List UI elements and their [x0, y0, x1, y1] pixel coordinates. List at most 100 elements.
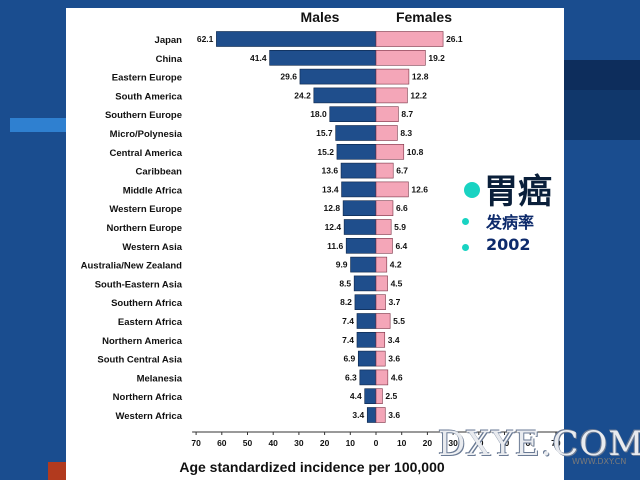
- x-tick-label: 20: [320, 438, 330, 448]
- bar-male: [357, 350, 377, 367]
- bar-female: [375, 275, 388, 292]
- item-bullet-icon: [462, 218, 469, 225]
- data-label-male: 4.4: [350, 391, 362, 401]
- data-label-female: 2.5: [385, 391, 397, 401]
- x-tick-label: 20: [423, 438, 433, 448]
- data-label-female: 10.8: [407, 147, 424, 157]
- data-label-female: 5.9: [394, 222, 406, 232]
- category-label: Northern America: [102, 336, 183, 347]
- side-item-incidence: 发病率: [486, 213, 535, 232]
- side-title: 胃癌: [484, 172, 552, 212]
- category-label: Australia/New Zealand: [81, 261, 183, 272]
- x-tick-label: 40: [268, 438, 278, 448]
- data-label-male: 15.2: [317, 147, 334, 157]
- data-label-female: 4.6: [391, 372, 403, 382]
- category-label: Eastern Europe: [112, 73, 182, 84]
- side-panel: 胃癌 发病率 2002: [458, 164, 578, 274]
- data-label-male: 3.4: [352, 410, 364, 420]
- data-label-female: 12.6: [411, 184, 428, 194]
- watermark: DXYE.COM: [438, 424, 640, 464]
- bar-female: [375, 388, 383, 405]
- bar-male: [343, 219, 377, 235]
- title-bullet-icon: [464, 182, 480, 198]
- category-label: Melanesia: [137, 373, 183, 384]
- category-label: Eastern Africa: [118, 317, 183, 328]
- data-label-female: 4.2: [390, 260, 402, 270]
- data-label-female: 3.6: [388, 354, 400, 364]
- bar-male: [336, 144, 377, 160]
- legend-males: Males: [301, 9, 340, 25]
- category-label: Central America: [109, 148, 182, 159]
- data-label-female: 6.6: [396, 203, 408, 213]
- data-label-male: 7.4: [342, 316, 354, 326]
- x-tick-label: 50: [243, 438, 253, 448]
- data-label-male: 29.6: [280, 72, 297, 82]
- category-label: Northern Europe: [107, 223, 182, 234]
- data-label-male: 12.4: [325, 222, 342, 232]
- item-bullet-icon: [462, 244, 469, 251]
- bar-male: [366, 407, 377, 423]
- bar-female: [375, 31, 444, 47]
- data-label-male: 13.4: [322, 184, 339, 194]
- data-label-female: 3.4: [388, 335, 400, 345]
- x-tick-label: 10: [397, 438, 407, 448]
- side-item-year: 2002: [486, 235, 531, 254]
- data-label-male: 7.4: [342, 335, 354, 345]
- data-label-male: 12.8: [324, 203, 341, 213]
- bar-female: [375, 331, 386, 348]
- bar-female: [375, 407, 386, 423]
- bar-female: [375, 106, 399, 122]
- x-tick-label: 30: [294, 438, 304, 448]
- data-label-male: 6.3: [345, 372, 357, 382]
- chart-panel: Males Females Japan 62.1 26.1 China 41.4 19.2 Ea…: [66, 8, 564, 480]
- bar-male: [313, 87, 377, 104]
- x-tick-label: 60: [217, 438, 227, 448]
- category-label: China: [156, 54, 183, 65]
- bar-female: [375, 68, 410, 85]
- category-label: Western Africa: [115, 411, 182, 422]
- data-label-female: 26.1: [446, 34, 463, 44]
- category-label: Southern Africa: [111, 298, 183, 309]
- category-label: South America: [115, 91, 182, 102]
- background-band-right: [560, 60, 640, 90]
- bar-male: [354, 294, 377, 311]
- data-label-female: 6.4: [395, 241, 407, 251]
- x-tick-label: 70: [191, 438, 201, 448]
- bar-female: [375, 219, 392, 235]
- data-label-male: 24.2: [294, 90, 311, 100]
- bar-male: [350, 256, 377, 273]
- category-label: Caribbean: [136, 167, 183, 178]
- data-label-female: 4.5: [391, 278, 403, 288]
- category-label: Northern Africa: [113, 392, 183, 403]
- data-label-male: 13.6: [322, 166, 339, 176]
- bar-female: [375, 350, 386, 367]
- bar-male: [335, 125, 377, 141]
- bar-female: [375, 369, 389, 386]
- bar-female: [375, 87, 408, 104]
- bar-female: [375, 313, 391, 329]
- x-tick-label: 60: [525, 438, 535, 448]
- x-tick-label: 0: [374, 438, 379, 448]
- bar-male: [342, 200, 377, 216]
- bar-male: [356, 313, 377, 329]
- data-label-female: 5.5: [393, 316, 405, 326]
- data-label-male: 62.1: [197, 34, 214, 44]
- data-label-female: 8.7: [401, 109, 413, 119]
- data-label-female: 12.2: [410, 90, 427, 100]
- bar-male: [269, 49, 377, 66]
- bar-male: [353, 275, 377, 292]
- category-label: Western Asia: [122, 242, 182, 253]
- bar-female: [375, 144, 405, 160]
- legend-females: Females: [396, 9, 452, 25]
- category-label: Middle Africa: [123, 185, 183, 196]
- data-label-male: 15.7: [316, 128, 333, 138]
- data-label-male: 41.4: [250, 53, 267, 63]
- data-label-female: 3.7: [389, 297, 401, 307]
- bar-female: [375, 181, 409, 198]
- category-label: South Central Asia: [97, 355, 182, 366]
- bar-male: [359, 369, 377, 386]
- bar-female: [375, 256, 388, 273]
- data-label-female: 6.7: [396, 166, 408, 176]
- category-label: Micro/Polynesia: [110, 129, 183, 140]
